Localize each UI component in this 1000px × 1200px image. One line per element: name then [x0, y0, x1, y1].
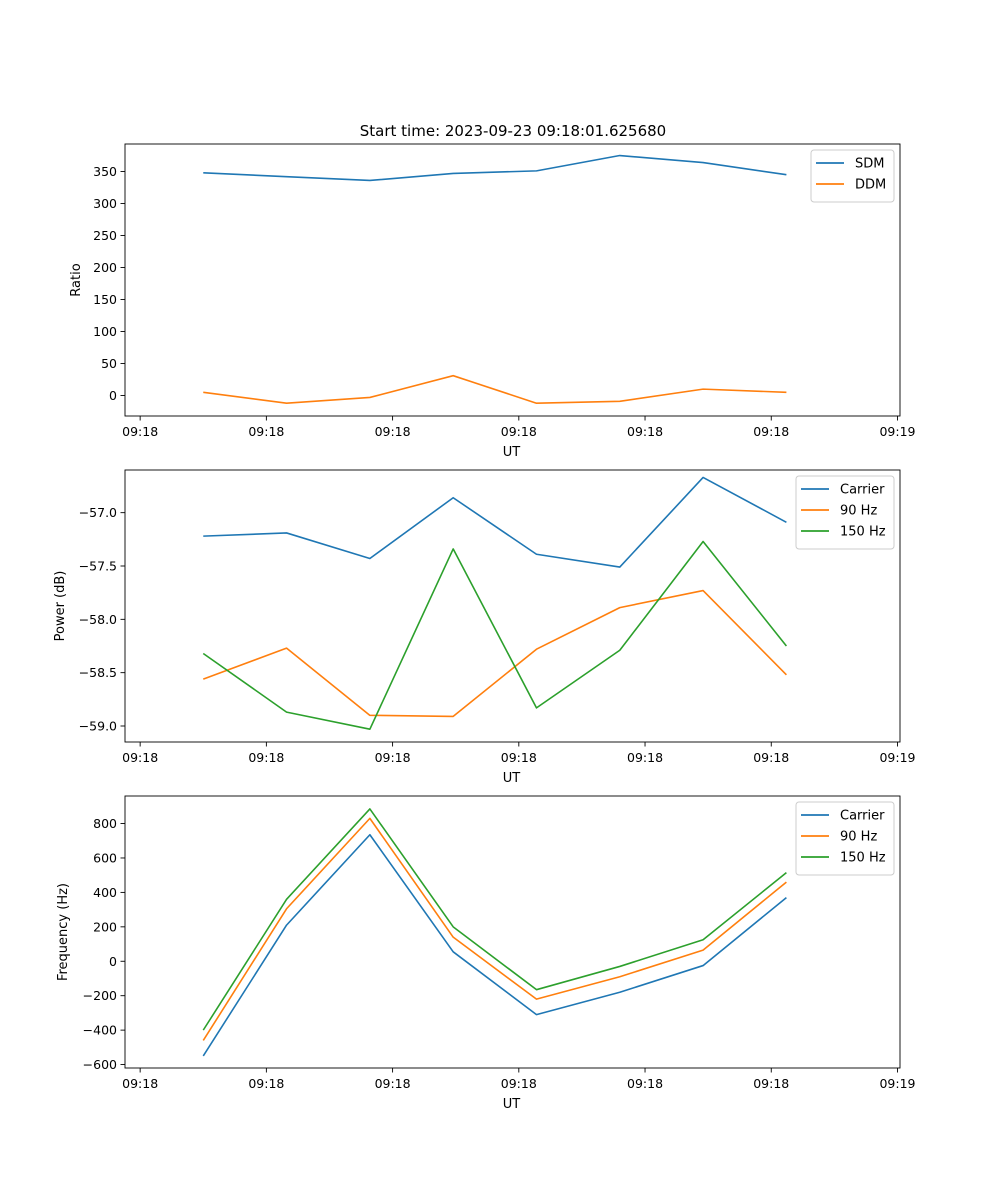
figure-title: Start time: 2023-09-23 09:18:01.625680: [360, 122, 666, 140]
y-tick-label: −59.0: [79, 719, 117, 734]
series-line-carrier: [202, 833, 787, 1057]
legend-label: Carrier: [840, 809, 885, 824]
x-tick-label: 09:18: [375, 424, 411, 439]
x-tick-label: 09:19: [879, 750, 915, 765]
y-tick-label: 800: [93, 816, 117, 831]
series-line-sdm: [203, 154, 787, 182]
y-tick-label: 400: [93, 885, 117, 900]
y-tick-label: 300: [93, 196, 117, 211]
chart-panel-3: 09:18 09:18 09:18 09:18 09:18 09:18 09:19 −600 −…: [56, 795, 916, 1112]
y-tick-label: 200: [93, 260, 117, 275]
x-tick-label: 09:18: [122, 750, 158, 765]
x-tick-label: 09:18: [753, 750, 789, 765]
series-line-150-hz: [202, 808, 787, 1031]
series-line-90-hz: [202, 589, 787, 718]
x-tick-label: 09:18: [122, 1076, 158, 1091]
legend: SDM DDM: [810, 149, 895, 203]
y-tick-label: −57.5: [79, 559, 117, 574]
legend-label: 150 Hz: [840, 851, 886, 866]
x-tick-label: 09:18: [248, 1076, 284, 1091]
x-tick-label: 09:18: [753, 1076, 789, 1091]
x-tick-label: 09:19: [879, 1076, 915, 1091]
x-tick-label: 09:18: [753, 424, 789, 439]
legend-label: 150 Hz: [840, 525, 886, 540]
legend: Carrier 90 Hz 150 Hz: [795, 475, 895, 550]
y-axis-label: Power (dB): [53, 571, 68, 642]
x-tick-label: 09:18: [501, 750, 537, 765]
legend-label: 90 Hz: [840, 830, 877, 845]
x-axis-label: UT: [503, 445, 521, 460]
x-axis-label: UT: [503, 771, 521, 786]
legend: Carrier 90 Hz 150 Hz: [795, 801, 895, 876]
series-line-150-hz: [202, 540, 788, 731]
x-tick-label: 09:18: [627, 424, 663, 439]
x-tick-label: 09:18: [375, 750, 411, 765]
y-tick-label: 150: [93, 292, 117, 307]
legend-label: Carrier: [840, 483, 885, 498]
legend-label: DDM: [855, 178, 886, 193]
y-tick-label: 50: [101, 356, 117, 371]
legend-label: SDM: [855, 157, 884, 172]
x-tick-label: 09:18: [627, 750, 663, 765]
x-tick-label: 09:19: [879, 424, 915, 439]
x-tick-label: 09:18: [501, 1076, 537, 1091]
series-line-90-hz: [202, 817, 787, 1041]
chart-panel-2: 09:18 09:18 09:18 09:18 09:18 09:18 09:19 −59.0…: [53, 469, 916, 786]
y-tick-label: −200: [83, 988, 117, 1003]
chart-panel-1: 09:18 09:18 09:18 09:18 09:18 09:18 09:19 0 50 10…: [69, 143, 916, 460]
y-tick-label: −58.0: [79, 612, 117, 627]
x-axis-label: UT: [503, 1097, 521, 1112]
x-tick-label: 09:18: [122, 424, 158, 439]
axes-frame: [124, 795, 901, 1069]
y-tick-label: 350: [93, 164, 117, 179]
y-tick-label: −600: [83, 1057, 117, 1072]
series-line-ddm: [203, 374, 787, 405]
y-tick-label: 600: [93, 850, 117, 865]
y-axis-label: Frequency (Hz): [56, 883, 71, 981]
y-tick-label: 200: [93, 919, 117, 934]
x-tick-label: 09:18: [501, 424, 537, 439]
x-tick-label: 09:18: [248, 424, 284, 439]
y-tick-label: 0: [109, 954, 117, 969]
axes-frame: [124, 469, 901, 743]
y-tick-label: −57.0: [79, 505, 117, 520]
legend-label: 90 Hz: [840, 504, 877, 519]
y-axis-label: Ratio: [69, 263, 84, 296]
x-tick-label: 09:18: [375, 1076, 411, 1091]
y-tick-label: 250: [93, 228, 117, 243]
y-tick-label: −58.5: [79, 665, 117, 680]
x-tick-label: 09:18: [248, 750, 284, 765]
y-tick-label: −400: [83, 1023, 117, 1038]
series-line-carrier: [203, 476, 787, 568]
x-tick-label: 09:18: [627, 1076, 663, 1091]
axes-frame: [124, 143, 901, 417]
y-tick-label: 0: [109, 388, 117, 403]
y-tick-label: 100: [93, 324, 117, 339]
